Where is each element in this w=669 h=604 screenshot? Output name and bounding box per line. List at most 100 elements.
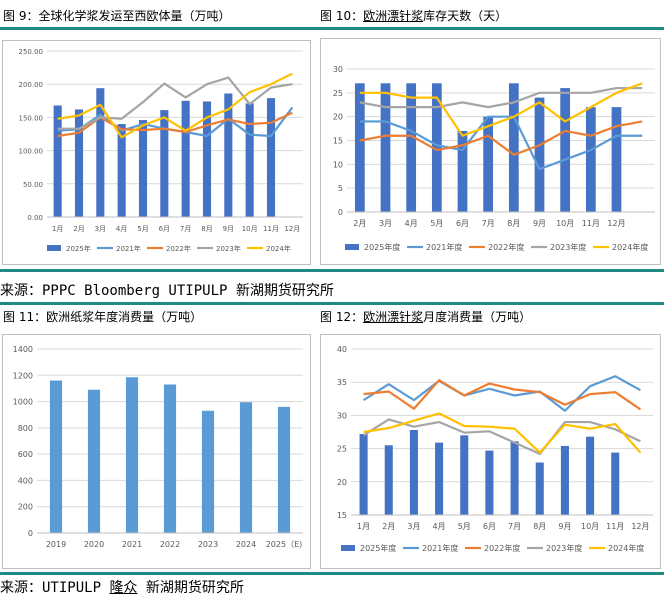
source-note-1: 来源：PPPC Bloomberg UTIPULP 新湖期货研究所 xyxy=(0,283,334,299)
fig11-ytick-label: 1000 xyxy=(13,398,33,407)
fig10-xtick-label: 5月 xyxy=(430,219,443,228)
fig12-bar xyxy=(485,450,494,515)
fig11-ytick-label: 600 xyxy=(18,450,33,459)
fig10-xtick-label: 9月 xyxy=(533,219,546,228)
fig12-xtick-label: 1月 xyxy=(357,522,370,531)
fig10-series-line-2021年度 xyxy=(359,115,643,171)
fig10-series-line-2023年度 xyxy=(359,86,643,109)
fig9-bar xyxy=(138,120,148,217)
fig12-ytick-label: 30 xyxy=(337,411,347,420)
fig10-ytick-label: 25 xyxy=(333,89,343,98)
fig9-bar xyxy=(74,109,84,217)
fig12-bar xyxy=(586,436,595,515)
fig11-xtick-label: 2019 xyxy=(46,540,66,549)
fig10-legend-label: 2025年度 xyxy=(364,242,400,252)
fig9-xtick-label: 4月 xyxy=(116,225,127,233)
fig12-title-link[interactable]: 欧洲漂针浆 xyxy=(363,310,424,324)
fig10-title-suffix: 库存天数（天） xyxy=(423,9,508,23)
fig10-xtick-label: 7月 xyxy=(482,219,495,228)
fig12-xtick-label: 7月 xyxy=(508,522,521,531)
fig10-bar xyxy=(585,107,596,212)
fig12-xtick-label: 3月 xyxy=(407,522,420,531)
fig12-xtick-label: 9月 xyxy=(558,522,571,531)
fig11-ytick-label: 800 xyxy=(18,424,33,433)
fig9-bar xyxy=(202,101,212,217)
fig11-xtick-label: 2024 xyxy=(236,540,256,549)
fig11-ytick-label: 200 xyxy=(18,503,33,512)
fig9-bar xyxy=(181,100,190,217)
fig11-bar xyxy=(201,410,215,533)
fig12-xtick-label: 12月 xyxy=(631,522,649,531)
fig9-ytick-label: 150.00 xyxy=(19,114,44,122)
fig10-title-prefix: 图 10： xyxy=(320,9,364,23)
fig10-xtick-label: 12月 xyxy=(607,219,625,228)
fig12-xtick-label: 4月 xyxy=(433,522,446,531)
fig9-bar xyxy=(224,93,233,217)
fig9-ytick-label: 250.00 xyxy=(19,48,44,56)
fig12-legend-label: 2025年度 xyxy=(360,543,396,553)
fig12-bar xyxy=(435,442,444,515)
fig10-series-line-2022年度 xyxy=(359,120,643,156)
fig12-chart-panel: 15 20 25 30 35 40 1月 2月 3月 4月 5月 6月 7月 8月 9月 10月 11月 12月 2… xyxy=(320,334,661,569)
fig12-ytick-label: 20 xyxy=(337,478,347,487)
fig10-title-link[interactable]: 欧洲漂针浆 xyxy=(363,9,424,23)
fig12-ytick-label: 25 xyxy=(337,445,347,454)
fig9-xtick-label: 7月 xyxy=(180,225,191,233)
fig9-bar xyxy=(117,124,126,217)
fig9-xtick-label: 11月 xyxy=(263,225,279,233)
fig10-legend-label: 2023年度 xyxy=(550,242,586,252)
fig11-xtick-label: 2025（E) xyxy=(266,540,303,549)
fig10-ytick-label: 20 xyxy=(333,113,343,122)
middle-divider xyxy=(0,269,664,272)
fig9-legend-label: 2024年 xyxy=(266,244,291,253)
fig12-bar xyxy=(560,445,569,515)
fig11-chart: 0 200 400 600 800 1000 1200 1400 2019 2020 2021 202… xyxy=(13,345,303,549)
fig11-ytick-label: 400 xyxy=(18,476,33,485)
fig10-bar xyxy=(457,130,468,212)
fig10-bar xyxy=(560,88,571,212)
fig12-xtick-label: 5月 xyxy=(458,522,471,531)
fig11-bar xyxy=(125,377,139,533)
fig10-bar xyxy=(534,97,545,212)
fig9-ytick-label: 200.00 xyxy=(19,81,44,89)
fig10-bar xyxy=(406,83,417,212)
fig12-title-prefix: 图 12： xyxy=(320,310,364,324)
fig9-bar xyxy=(245,103,254,217)
fig12-bar xyxy=(409,430,418,515)
fig10-ytick-label: 15 xyxy=(333,137,343,146)
fig12-xtick-label: 10月 xyxy=(581,522,599,531)
fig12-xtick-label: 6月 xyxy=(483,522,496,531)
fig11-bar xyxy=(239,402,253,533)
fig10-ytick-label: 10 xyxy=(333,160,343,169)
source2-link[interactable]: 隆众 xyxy=(109,580,138,596)
fig12-legend-label: 2023年度 xyxy=(546,543,582,553)
fig11-title: 图 11：欧洲纸浆年度消费量（万吨） xyxy=(3,310,203,324)
middle-divider-2 xyxy=(0,302,664,305)
fig9-legend-swatch xyxy=(47,245,61,251)
fig12-legend-label: 2022年度 xyxy=(484,543,520,553)
fig10-bar xyxy=(508,83,519,212)
fig9-legend-label: 2023年 xyxy=(216,244,241,253)
fig10-xtick-label: 10月 xyxy=(556,219,574,228)
fig12-chart: 15 20 25 30 35 40 1月 2月 3月 4月 5月 6月 7月 8月 9月 10月 11月 12月 2… xyxy=(337,345,653,553)
fig11-xtick-label: 2021 xyxy=(122,540,142,549)
bottom-divider xyxy=(0,572,664,575)
fig10-bar xyxy=(611,107,622,212)
source2-suffix: 新湖期货研究所 xyxy=(137,580,244,596)
fig10-bar xyxy=(431,83,442,212)
fig12-legend-label: 2021年度 xyxy=(422,543,458,553)
fig9-xtick-label: 12月 xyxy=(284,225,300,233)
fig9-xtick-label: 1月 xyxy=(52,225,63,233)
fig10-title: 图 10：欧洲漂针浆库存天数（天） xyxy=(320,9,507,23)
fig9-xtick-label: 8月 xyxy=(201,225,212,233)
fig9-xtick-label: 5月 xyxy=(137,225,148,233)
fig9-legend-label: 2025年 xyxy=(66,244,91,253)
fig9-xtick-label: 2月 xyxy=(73,225,84,233)
fig10-chart: 0 5 10 15 20 25 30 2月 3月 4月 5月 6月 7月 8月 9月 10月 11月 12月 202… xyxy=(333,65,655,252)
fig9-bar xyxy=(96,88,105,218)
fig9-ytick-label: 100.00 xyxy=(19,148,44,156)
top-divider xyxy=(0,27,664,30)
fig9-legend-label: 2021年 xyxy=(116,244,141,253)
fig12-bar xyxy=(460,435,469,515)
fig12-ytick-label: 40 xyxy=(337,345,347,354)
